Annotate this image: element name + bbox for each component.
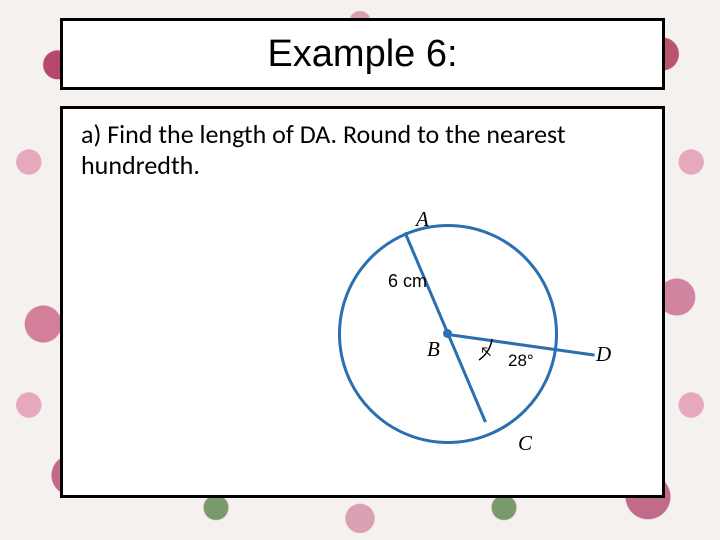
geometry-figure: A B C D 6 cm 28° ↖	[308, 199, 638, 479]
title-container: Example 6:	[60, 18, 665, 90]
label-a: A	[416, 207, 429, 232]
center-point-b	[443, 329, 452, 338]
label-c: C	[518, 431, 532, 456]
label-angle: 28°	[508, 351, 534, 371]
problem-prompt: a) Find the length of DA. Round to the n…	[81, 119, 644, 181]
label-radius: 6 cm	[388, 271, 427, 292]
label-d: D	[596, 342, 611, 367]
body-container: a) Find the length of DA. Round to the n…	[60, 106, 665, 498]
slide-title: Example 6:	[267, 33, 457, 76]
label-b: B	[427, 337, 440, 362]
angle-pointer-icon: ↖	[480, 343, 492, 360]
